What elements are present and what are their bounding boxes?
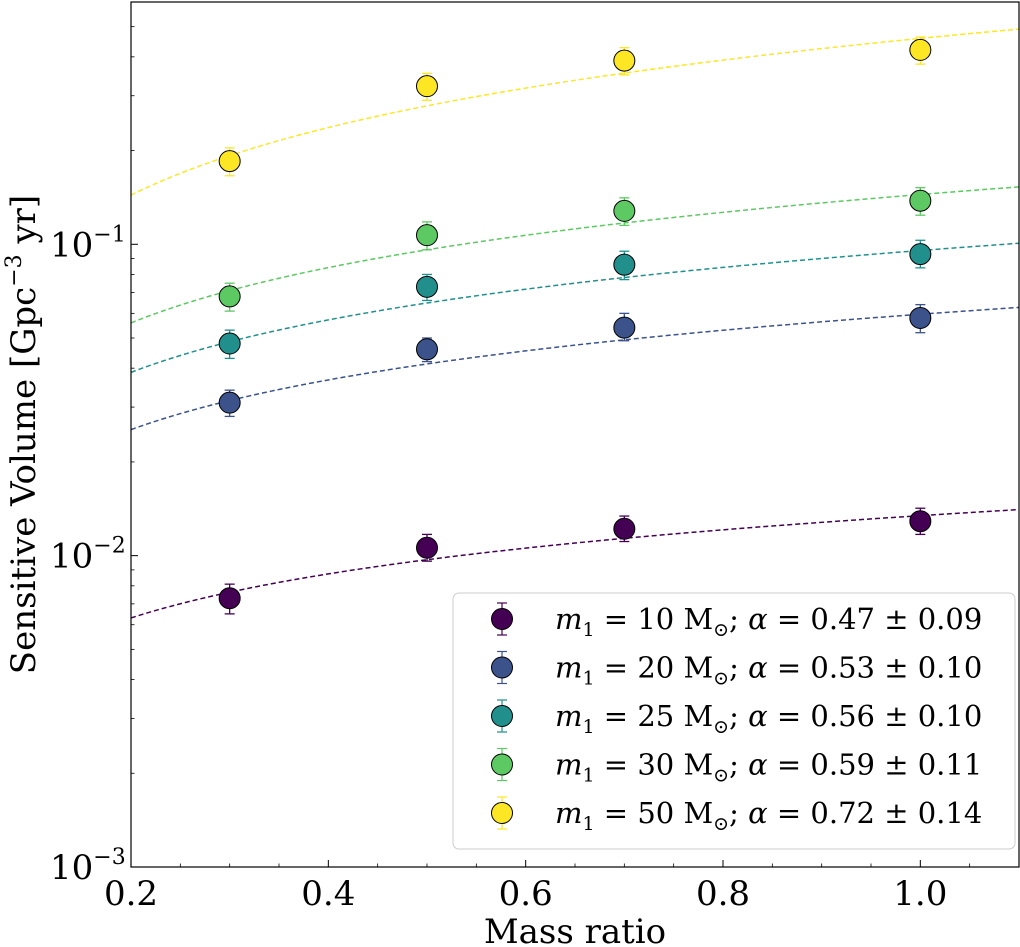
legend-label-m1-10: m1 = 10 M⊙; α = 0.47 ± 0.09: [555, 602, 982, 641]
x-tick-label: 0.2: [104, 874, 158, 914]
data-point-m1-50: [613, 49, 636, 72]
data-point-m1-25: [613, 253, 636, 276]
data-point-m1-25: [218, 332, 241, 355]
legend-marker-m1-25: [491, 705, 513, 727]
y-tick-label: 10−1: [50, 222, 126, 265]
y-tick-label: 10−3: [50, 845, 126, 888]
data-point-m1-25: [909, 243, 932, 266]
fit-line-m1-30: [130, 186, 1020, 324]
data-point-m1-10: [218, 587, 241, 610]
data-point-m1-20: [416, 338, 438, 361]
x-tick-label: 0.8: [696, 874, 750, 914]
fit-line-m1-10: [130, 508, 1020, 619]
legend-label-m1-25: m1 = 25 M⊙; α = 0.56 ± 0.10: [555, 699, 982, 738]
fit-line-m1-25: [130, 242, 1020, 374]
data-point-m1-50: [416, 75, 438, 98]
fit-curves: [130, 28, 1020, 619]
legend-label-m1-50: m1 = 50 M⊙; α = 0.72 ± 0.14: [555, 796, 982, 835]
data-point-m1-30: [613, 199, 636, 222]
data-point-m1-50: [218, 150, 241, 173]
x-axis-label-group: Mass ratio: [484, 912, 666, 947]
data-point-m1-30: [218, 285, 241, 308]
data-point-m1-30: [909, 189, 932, 212]
data-point-m1-50: [909, 38, 932, 61]
legend-box: [452, 592, 1016, 850]
fit-line-m1-20: [130, 306, 1020, 431]
y-axis-label: Sensitive Volume [Gpc−3 yr]: [2, 195, 44, 674]
data-point-m1-10: [416, 536, 438, 559]
legend-label-m1-30: m1 = 30 M⊙; α = 0.59 ± 0.11: [555, 748, 982, 787]
data-point-m1-10: [909, 510, 932, 533]
legend-marker-m1-20: [491, 656, 513, 679]
x-tick-label: 0.6: [499, 874, 553, 914]
data-point-m1-20: [218, 391, 241, 414]
x-tick-label: 1.0: [893, 874, 947, 914]
data-point-m1-30: [416, 224, 438, 247]
data-points: [218, 36, 932, 615]
data-point-m1-10: [613, 517, 636, 540]
data-point-m1-20: [909, 306, 932, 329]
legend-label-m1-20: m1 = 20 M⊙; α = 0.53 ± 0.10: [555, 651, 982, 690]
data-point-m1-20: [613, 316, 636, 339]
y-tick-label: 10−2: [50, 534, 126, 577]
legend: m1 = 10 M⊙; α = 0.47 ± 0.09 m1 = 20 M⊙; α…: [452, 592, 1016, 850]
legend-marker-m1-10: [491, 608, 513, 630]
x-tick-label: 0.4: [301, 874, 355, 914]
x-axis-label: Mass ratio: [484, 912, 666, 947]
axis-ticks: 0.2 0.4 0.6 0.8 1.0 10−3 10−2 10−1: [50, 26, 971, 914]
legend-marker-m1-30: [491, 753, 513, 776]
data-point-m1-25: [416, 275, 438, 298]
fit-line-m1-50: [130, 28, 1020, 196]
y-axis-label-group: Sensitive Volume [Gpc−3 yr]: [2, 195, 44, 674]
legend-marker-m1-50: [491, 802, 513, 824]
